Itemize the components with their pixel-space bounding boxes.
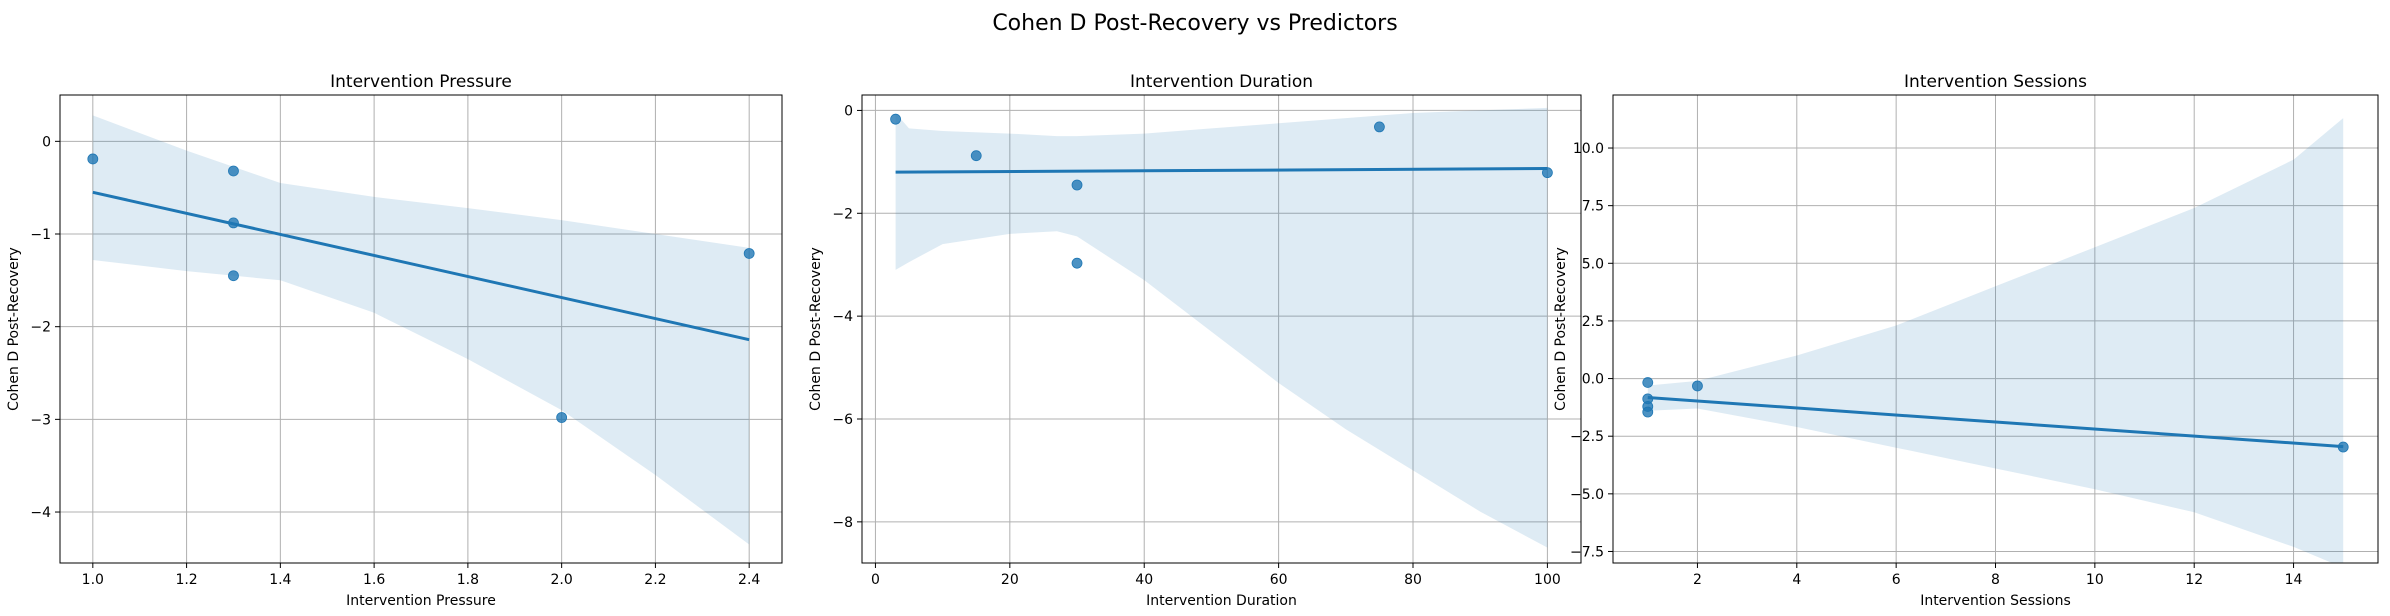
x-tick-label: 60 [1270, 572, 1288, 588]
x-tick-label: 12 [2185, 572, 2203, 588]
x-tick-label: 1.0 [82, 572, 104, 588]
axes-frame [861, 94, 1582, 564]
x-tick-label: 4 [1792, 572, 1801, 588]
y-tick-label: −5.0 [1570, 487, 1604, 503]
regression-line [92, 190, 750, 342]
y-tick-label: −8 [832, 515, 853, 531]
subplots: 1.0 1.2 1.4 1.6 1.8 2.0 2.2 2.4 0 −1 −2 −3 −4 Interve… [6, 72, 2379, 609]
y-tick-label: −1 [30, 227, 51, 243]
data-point [1642, 377, 1654, 388]
grid [60, 95, 782, 563]
data-point [890, 113, 901, 125]
y-tick-label: −2 [30, 320, 51, 336]
x-axis-label: Intervention Pressure [346, 593, 496, 609]
data-point [1071, 179, 1083, 191]
y-tick-label: −2.5 [1570, 429, 1604, 445]
data-point [970, 150, 982, 162]
y-tick-label: 7.5 [1582, 199, 1604, 215]
y-tick-label: 0 [42, 134, 51, 150]
y-axis-label: Cohen D Post-Recovery [808, 247, 824, 411]
x-tick-label: 2.2 [644, 572, 666, 588]
y-tick-label: −2 [832, 206, 853, 222]
data-point [1374, 121, 1385, 133]
y-axis-label: Cohen D Post-Recovery [1553, 247, 1569, 411]
x-tick-label: 100 [1534, 572, 1561, 588]
confidence-band [92, 115, 750, 545]
y-tick-label: −4 [832, 309, 853, 325]
y-tick-label: −3 [30, 412, 51, 428]
x-tick-label: 14 [2285, 572, 2303, 588]
y-tick-label: 10.0 [1573, 141, 1604, 157]
grid [1613, 95, 2378, 563]
y-tick-label: 2.5 [1582, 314, 1604, 330]
data-point [87, 153, 99, 165]
y-tick-label: 0.0 [1582, 372, 1604, 388]
data-point [228, 270, 239, 282]
data-point [1542, 167, 1553, 179]
y-tick-label: 0 [844, 103, 853, 119]
x-axis-label: Intervention Sessions [1920, 593, 2071, 609]
axes-frame [59, 94, 783, 564]
x-tick-label: 1.6 [363, 572, 385, 588]
data-point [1642, 406, 1654, 418]
regression-line [895, 167, 1548, 174]
x-tick-label: 2.0 [551, 572, 573, 588]
x-axis-label: Intervention Duration [1146, 593, 1297, 609]
subplot-2: 0 20 40 60 80 100 0 −2 −4 −6 −8 Intervention Durati… [808, 72, 1582, 609]
x-tick-label: 1.4 [269, 572, 291, 588]
y-tick-label: −6 [832, 412, 853, 428]
y-tick-label: 5.0 [1582, 256, 1604, 272]
confidence-band [1647, 118, 2344, 563]
data-point [1692, 380, 1703, 392]
data-point [1071, 257, 1083, 269]
y-axis-label: Cohen D Post-Recovery [6, 247, 22, 411]
subplot-1: 1.0 1.2 1.4 1.6 1.8 2.0 2.2 2.4 0 −1 −2 −3 −4 Interve… [6, 72, 783, 609]
subplot-title: Intervention Sessions [1904, 72, 2087, 92]
data-point [743, 248, 755, 259]
x-tick-label: 20 [1001, 572, 1019, 588]
subplot-title: Intervention Pressure [330, 72, 512, 92]
confidence-band [895, 107, 1548, 548]
x-tick-label: 10 [2086, 572, 2104, 588]
x-tick-label: 80 [1404, 572, 1422, 588]
x-tick-label: 0 [871, 572, 880, 588]
subplot-3: 2 4 6 8 10 12 14 10.0 7.5 5.0 2.5 0.0 −2.5 −5.0 −7.5 In… [1553, 72, 2379, 609]
data-point [228, 165, 239, 177]
x-tick-label: 6 [1892, 572, 1901, 588]
x-tick-label: 2.4 [738, 572, 760, 588]
subplot-title: Intervention Duration [1130, 72, 1313, 92]
x-tick-label: 8 [1991, 572, 2000, 588]
y-tick-label: −4 [30, 505, 51, 521]
x-tick-label: 40 [1135, 572, 1153, 588]
regression-line [1647, 395, 2344, 449]
x-tick-label: 1.8 [457, 572, 479, 588]
data-point [556, 412, 568, 423]
x-tick-label: 2 [1693, 572, 1702, 588]
x-tick-label: 1.2 [175, 572, 197, 588]
figure-suptitle: Cohen D Post-Recovery vs Predictors [992, 11, 1397, 36]
y-tick-label: −7.5 [1570, 544, 1604, 560]
